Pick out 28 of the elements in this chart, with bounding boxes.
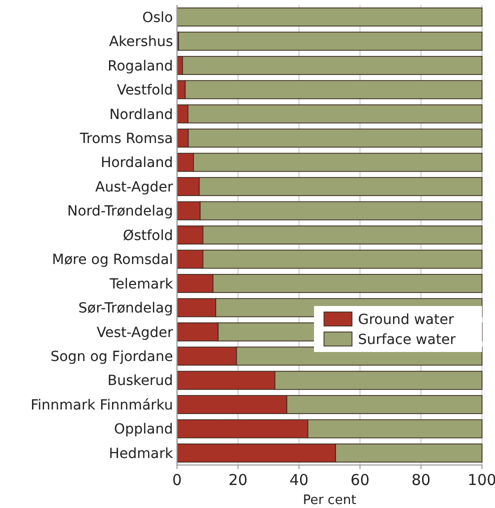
y-tick-label: Nord-Trøndelag	[67, 204, 173, 220]
x-tick-label: 60	[350, 471, 370, 489]
y-tick-label: Hordaland	[100, 155, 173, 172]
y-tick-label: Hedmark	[108, 446, 174, 462]
y-tick-label: Buskerud	[107, 373, 173, 390]
y-tick-label: Østfold	[122, 228, 173, 244]
y-tick-label: Akershus	[109, 34, 173, 50]
y-tick-label: Sør-Trøndelag	[78, 300, 173, 317]
y-tick-label: Troms Romsa	[78, 131, 173, 148]
y-tick-label: Finnmark Finnmárku	[30, 397, 173, 414]
x-tick-label: 20	[228, 471, 248, 489]
y-tick-label: Nordland	[109, 106, 173, 123]
y-tick-label: Vest-Agder	[96, 324, 174, 341]
y-tick-label: Telemark	[108, 276, 174, 292]
y-tick-label: Møre og Romsdal	[52, 252, 173, 268]
y-tick-label: Vestfold	[116, 82, 173, 99]
y-tick-label: Oslo	[142, 10, 173, 26]
y-tick-label: Oppland	[114, 422, 173, 438]
x-tick-label: 80	[411, 471, 431, 489]
x-tick-label: 40	[289, 471, 309, 489]
x-axis-title: Per cent	[302, 493, 356, 508]
y-tick-label: Sogn og Fjordane	[50, 349, 173, 366]
y-tick-label: Aust-Agder	[95, 179, 174, 196]
legend-label: Surface water	[358, 332, 456, 348]
y-tick-label: Rogaland	[108, 58, 173, 74]
x-tick-label: 0	[172, 471, 182, 489]
x-tick-label: 100	[468, 471, 495, 489]
legend-label: Ground water	[358, 312, 454, 328]
